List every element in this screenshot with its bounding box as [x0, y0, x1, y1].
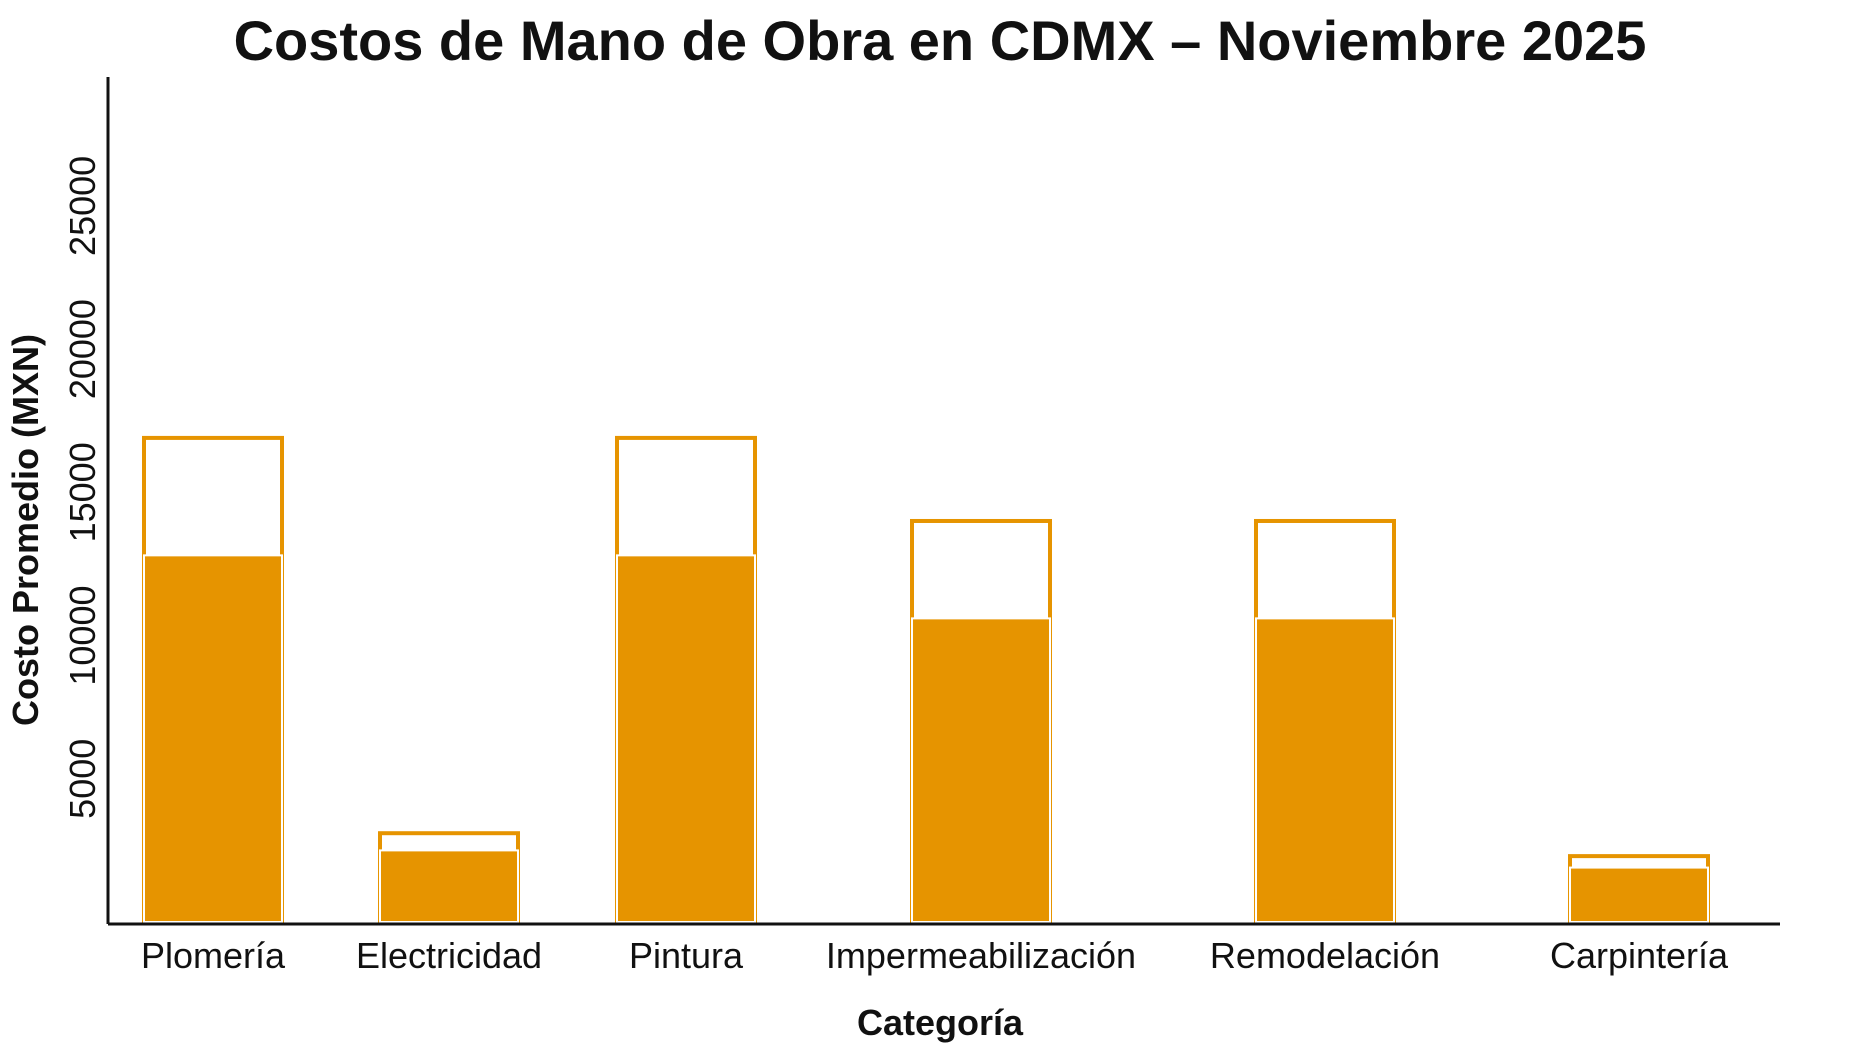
bar-filled	[1255, 617, 1395, 923]
bar-filled	[379, 849, 519, 923]
category-label: Remodelación	[1210, 935, 1440, 976]
x-axis-title: Categoría	[857, 1002, 1024, 1043]
category-label: Impermeabilización	[826, 935, 1136, 976]
category-label: Plomería	[141, 935, 286, 976]
bar-filled	[1569, 866, 1709, 924]
y-ticks: 5000 10000 15000 20000 25000	[62, 156, 103, 819]
category-label: Electricidad	[356, 935, 542, 976]
chart-title: Costos de Mano de Obra en CDMX – Noviemb…	[234, 9, 1647, 72]
bars	[142, 435, 1710, 925]
y-tick-label: 5000	[62, 739, 103, 819]
category-label: Carpintería	[1550, 935, 1729, 976]
x-categories: Plomería Electricidad Pintura Impermeabiliz…	[141, 935, 1729, 976]
bar-filled	[616, 554, 756, 924]
y-tick-label: 15000	[62, 442, 103, 542]
y-axis-title: Costo Promedio (MXN)	[5, 334, 46, 726]
category-label: Pintura	[629, 935, 744, 976]
y-tick-label: 25000	[62, 156, 103, 256]
y-tick-label: 20000	[62, 299, 103, 399]
bar-filled	[143, 554, 283, 924]
y-tick-label: 10000	[62, 586, 103, 686]
bar-filled	[911, 617, 1051, 923]
